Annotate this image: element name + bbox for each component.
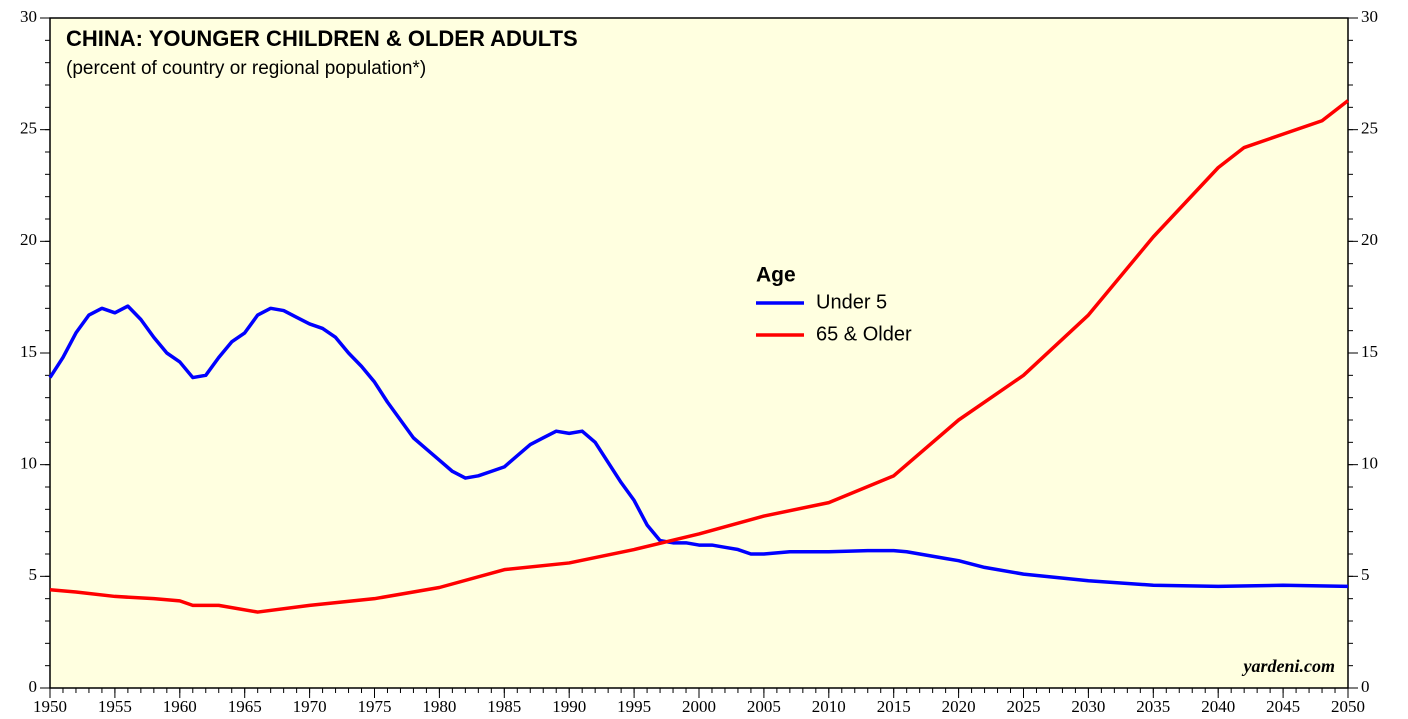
x-tick-label: 2015 [877, 697, 911, 716]
legend-label: 65 & Older [816, 323, 912, 345]
x-tick-label: 2005 [747, 697, 781, 716]
x-tick-label: 1975 [358, 697, 392, 716]
x-tick-label: 2000 [682, 697, 716, 716]
chart-subtitle: (percent of country or regional populati… [66, 58, 426, 79]
y-tick-label: 10 [20, 454, 37, 473]
y-tick-label: 5 [29, 565, 38, 584]
plot-area [49, 17, 1349, 689]
x-tick-label: 2020 [942, 697, 976, 716]
x-tick-label: 1995 [617, 697, 651, 716]
legend-title: Age [756, 264, 796, 287]
x-tick-label: 1950 [33, 697, 67, 716]
y-tick-label: 30 [20, 7, 37, 26]
x-tick-label: 2050 [1331, 697, 1365, 716]
y2-tick-label: 15 [1361, 342, 1378, 361]
x-tick-label: 2010 [812, 697, 846, 716]
y2-tick-label: 5 [1361, 565, 1370, 584]
x-tick-label: 1990 [552, 697, 586, 716]
series-line [49, 99, 1350, 614]
x-tick-label: 2040 [1201, 697, 1235, 716]
x-tick-label: 1955 [98, 697, 132, 716]
source: yardeni.com [1242, 656, 1336, 676]
y2-tick-label: 20 [1361, 230, 1378, 249]
x-tick-label: 1965 [228, 697, 262, 716]
x-tick-label: 1970 [293, 697, 327, 716]
plot-layer: 1950 1955 1960 1965 1970 1975 1980 1985 1990 1995… [20, 7, 1378, 716]
x-tick-label: 2035 [1136, 697, 1170, 716]
chart-title: CHINA: YOUNGER CHILDREN & OLDER ADULTS [66, 26, 578, 51]
legend-label: Under 5 [816, 291, 887, 313]
y2-tick-label: 30 [1361, 7, 1378, 26]
x-tick-label: 1985 [487, 697, 521, 716]
x-tick-label: 2030 [1071, 697, 1105, 716]
y-tick-label: 25 [20, 119, 37, 138]
y-tick-label: 15 [20, 342, 37, 361]
x-tick-label: 2025 [1007, 697, 1041, 716]
y-tick-label: 20 [20, 230, 37, 249]
x-tick-label: 2045 [1266, 697, 1300, 716]
y2-tick-label: 0 [1361, 677, 1370, 696]
x-tick-label: 1980 [422, 697, 456, 716]
y2-tick-label: 10 [1361, 454, 1378, 473]
series-line [48, 304, 1349, 589]
x-tick-label: 1960 [163, 697, 197, 716]
y-tick-label: 0 [29, 677, 38, 696]
y2-tick-label: 25 [1361, 119, 1378, 138]
